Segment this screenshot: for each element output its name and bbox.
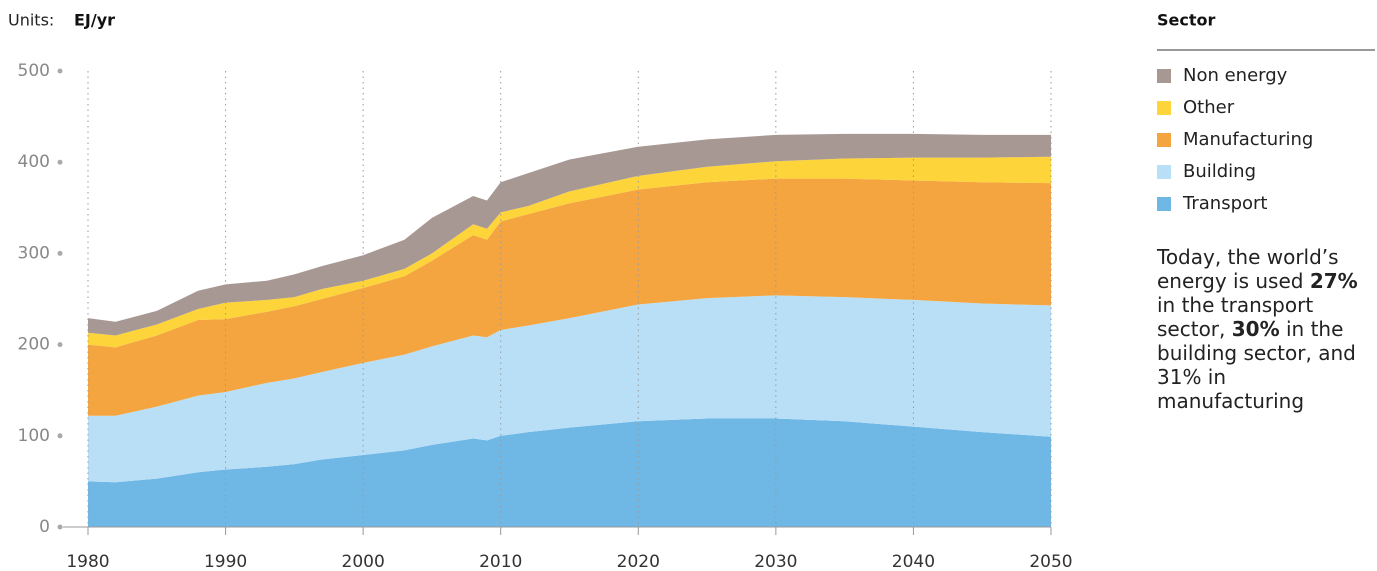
y-tick-label: 200 <box>18 335 50 355</box>
legend-label: Other <box>1183 97 1235 118</box>
x-tick-label: 2050 <box>1029 552 1072 571</box>
legend-swatch <box>1157 165 1171 179</box>
x-tick-label: 2000 <box>342 552 385 571</box>
annotation-text: 27% <box>1309 269 1358 293</box>
y-tick-mark <box>57 250 63 256</box>
area <box>88 156 1051 348</box>
annotation-text: 30% <box>1231 317 1280 341</box>
y-tick-label: 0 <box>39 517 50 537</box>
legend-label: Transport <box>1182 193 1267 214</box>
annotation-text: Today, the world’s energy is used <box>1157 245 1339 293</box>
x-tick-label: 2010 <box>479 552 522 571</box>
legend-swatch <box>1157 101 1171 115</box>
y-tick-mark <box>57 433 63 439</box>
x-tick-label: 1980 <box>66 552 109 571</box>
annotation-text: in the transport sector, <box>1157 293 1314 341</box>
area <box>88 418 1051 527</box>
y-tick-label: 400 <box>18 152 50 172</box>
y-tick-mark <box>57 159 63 165</box>
y-tick-label: 300 <box>18 243 50 263</box>
y-tick-mark <box>57 68 63 74</box>
y-tick-label: 100 <box>18 426 50 446</box>
area <box>88 295 1051 483</box>
x-tick-label: 2020 <box>617 552 660 571</box>
annotation: Today, the world’s energy is used 27% in… <box>1157 245 1372 413</box>
legend-swatch <box>1157 133 1171 147</box>
legend-label: Manufacturing <box>1183 129 1313 150</box>
x-tick-label: 2030 <box>754 552 797 571</box>
units: EJ/yr <box>74 11 115 30</box>
legend-swatch <box>1157 197 1171 211</box>
area <box>88 178 1051 416</box>
x-tick-label: 1990 <box>204 552 247 571</box>
area <box>88 133 1051 336</box>
legend-label: Non energy <box>1183 65 1288 86</box>
legend-title: Sector <box>1157 11 1216 30</box>
y-tick-label: 500 <box>18 61 50 81</box>
legend-label: Building <box>1183 161 1256 182</box>
y-tick-mark <box>57 342 63 348</box>
grid <box>63 71 1052 528</box>
units-label: Units: <box>8 11 54 30</box>
annotation-text: in the building sector, and 31% in manuf… <box>1157 317 1356 413</box>
legend-swatch <box>1157 69 1171 83</box>
x-tick-label: 2040 <box>892 552 935 571</box>
y-tick-mark <box>57 524 63 530</box>
